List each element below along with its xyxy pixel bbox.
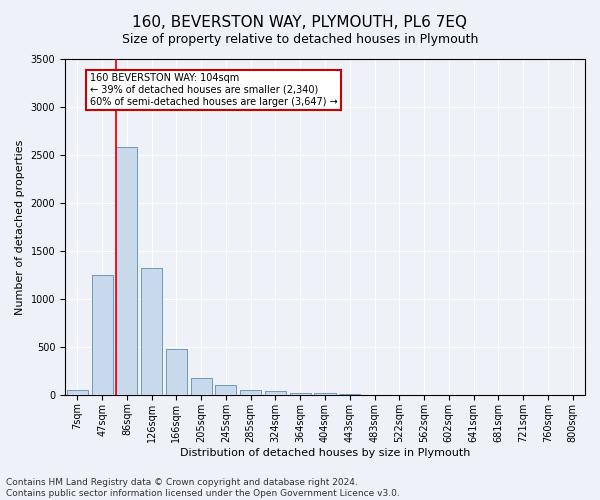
Text: 160 BEVERSTON WAY: 104sqm
← 39% of detached houses are smaller (2,340)
60% of se: 160 BEVERSTON WAY: 104sqm ← 39% of detac…	[90, 74, 338, 106]
X-axis label: Distribution of detached houses by size in Plymouth: Distribution of detached houses by size …	[180, 448, 470, 458]
Bar	[166, 349, 187, 395]
Bar	[116, 148, 137, 395]
Bar	[191, 378, 212, 395]
Text: Contains HM Land Registry data © Crown copyright and database right 2024.
Contai: Contains HM Land Registry data © Crown c…	[6, 478, 400, 498]
Bar	[290, 393, 311, 395]
Bar	[314, 393, 335, 395]
Bar	[67, 390, 88, 395]
Bar	[240, 390, 261, 395]
Bar	[215, 385, 236, 395]
Text: 160, BEVERSTON WAY, PLYMOUTH, PL6 7EQ: 160, BEVERSTON WAY, PLYMOUTH, PL6 7EQ	[133, 15, 467, 30]
Bar	[265, 391, 286, 395]
Bar	[141, 268, 162, 395]
Text: Size of property relative to detached houses in Plymouth: Size of property relative to detached ho…	[122, 32, 478, 46]
Y-axis label: Number of detached properties: Number of detached properties	[15, 139, 25, 314]
Bar	[92, 275, 113, 395]
